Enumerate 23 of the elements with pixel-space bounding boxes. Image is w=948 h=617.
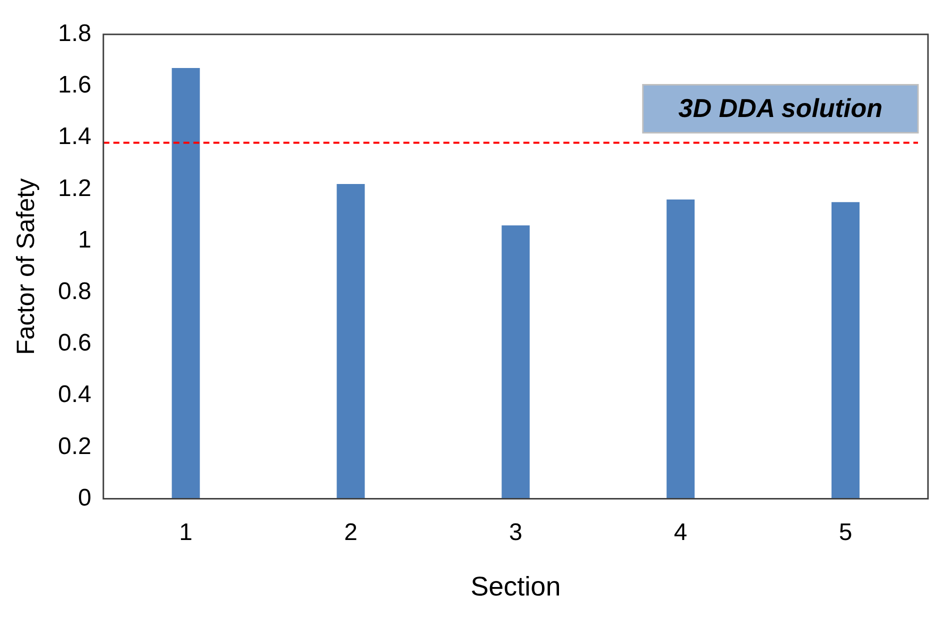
x-tick-label: 4 — [674, 518, 688, 546]
y-tick-label: 1.8 — [58, 20, 92, 48]
y-tick-label: 1.2 — [58, 174, 92, 202]
x-tick-label: 3 — [509, 518, 522, 546]
y-axis-title: Factor of Safety — [12, 178, 40, 355]
y-tick-label: 0 — [78, 484, 92, 512]
y-tick-label: 0.8 — [58, 278, 92, 306]
y-tick-label: 1.4 — [58, 123, 92, 150]
bar — [832, 202, 860, 499]
y-tick-label: 0.6 — [58, 330, 92, 357]
y-tick-label: 1.6 — [58, 72, 92, 99]
x-tick-label: 2 — [344, 518, 358, 546]
y-tick-label: 0.4 — [58, 381, 92, 408]
y-tick-label: 0.2 — [58, 432, 92, 460]
x-axis-title: Section — [470, 571, 561, 602]
bar — [172, 68, 200, 499]
y-tick-label: 1 — [78, 226, 92, 254]
x-tick-label: 5 — [838, 518, 852, 546]
bar — [502, 225, 530, 499]
bar — [336, 184, 365, 499]
x-tick-label: 1 — [179, 518, 193, 546]
ref-line-label: 3D DDA solution — [678, 92, 883, 123]
bar — [666, 200, 695, 499]
